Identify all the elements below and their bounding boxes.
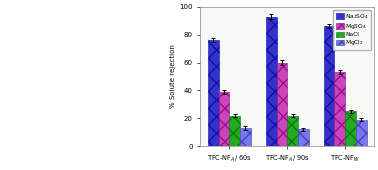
Legend: Na$_2$SO$_4$, MgSO$_4$, NaCl, MgCl$_2$: Na$_2$SO$_4$, MgSO$_4$, NaCl, MgCl$_2$ (333, 10, 371, 50)
Bar (218, 92, 229, 146)
Bar (229, 116, 240, 146)
Bar (277, 63, 287, 146)
Bar (356, 120, 367, 146)
Bar (287, 116, 298, 146)
Bar (208, 40, 218, 146)
Bar (298, 130, 309, 146)
Y-axis label: % Solute rejection: % Solute rejection (170, 45, 177, 108)
Bar (345, 111, 356, 146)
Bar (266, 16, 277, 146)
Bar (335, 72, 345, 146)
Bar (240, 128, 251, 146)
Bar (324, 26, 335, 146)
